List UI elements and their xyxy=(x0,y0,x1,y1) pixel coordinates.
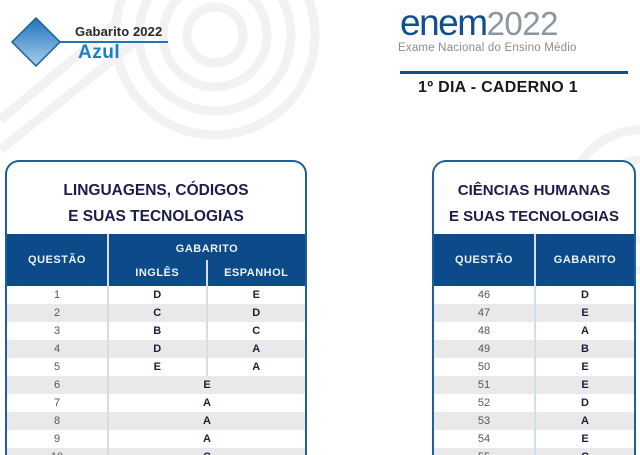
table-row: 52 D xyxy=(434,394,634,412)
question-number: 55 xyxy=(434,448,536,455)
question-number: 54 xyxy=(434,430,536,448)
question-number: 3 xyxy=(7,322,109,340)
question-number: 49 xyxy=(434,340,536,358)
table-row: 48 A xyxy=(434,322,634,340)
answer: A xyxy=(535,412,634,430)
header-divider xyxy=(60,41,168,43)
test-color-label: Azul xyxy=(78,42,121,63)
diamond-logo-icon xyxy=(10,16,62,68)
answer-ingles: E xyxy=(108,358,208,376)
table-row: 8 A xyxy=(7,412,305,430)
gabarito-title: Gabarito 2022 xyxy=(75,24,163,39)
humanas-title: CIÊNCIAS HUMANAS E SUAS TECNOLOGIAS xyxy=(434,162,634,234)
humanas-answer-card: CIÊNCIAS HUMANAS E SUAS TECNOLOGIAS QUES… xyxy=(432,160,636,455)
question-number: 46 xyxy=(434,286,536,304)
question-number: 8 xyxy=(7,412,109,430)
answer-ingles: B xyxy=(108,322,208,340)
question-number: 2 xyxy=(7,304,109,322)
answer: A xyxy=(203,397,211,409)
answer-espanhol: A xyxy=(252,361,261,373)
col-espanhol: ESPANHOL xyxy=(206,260,305,286)
question-number: 10 xyxy=(7,448,109,455)
answer-espanhol: A xyxy=(206,340,305,358)
table-row: 6 E xyxy=(7,376,305,394)
enem-subtitle: Exame Nacional do Ensino Médio xyxy=(398,42,577,54)
answer: D xyxy=(581,397,589,409)
enem-logo: enem2022 xyxy=(400,2,559,43)
day-caderno-label: 1º DIA - CADERNO 1 xyxy=(418,79,579,96)
table-row: 47 E xyxy=(434,304,634,322)
answer: C xyxy=(108,448,305,455)
answer: E xyxy=(108,376,305,394)
question-number: 5 xyxy=(7,358,109,376)
table-row: 49 B xyxy=(434,340,634,358)
answer: C xyxy=(535,448,634,455)
answer: E xyxy=(535,304,634,322)
answer: A xyxy=(108,412,305,430)
table-row: 2 C D xyxy=(7,304,305,322)
title-line-2: E SUAS TECNOLOGIAS xyxy=(448,208,620,225)
col-gabarito: GABARITO xyxy=(535,234,634,286)
table-row: 51 E xyxy=(434,376,634,394)
table-row: 3 B C xyxy=(7,322,305,340)
table-row: 50 E xyxy=(434,358,634,376)
enem-logo-year: 2022 xyxy=(486,5,559,42)
linguagens-answer-table: QUESTÃO GABARITO INGLÊS ESPANHOL 1 D E 2… xyxy=(7,234,305,455)
table-row: 5 E A xyxy=(7,358,305,376)
answer-espanhol: E xyxy=(252,289,260,301)
table-row: 9 A xyxy=(7,430,305,448)
question-number: 1 xyxy=(7,286,109,304)
answer: E xyxy=(581,433,589,445)
table-row: 7 A xyxy=(7,394,305,412)
table-row: 10 C xyxy=(7,448,305,455)
answer: A xyxy=(203,433,211,445)
title-line-1: LINGUAGENS, CÓDIGOS xyxy=(63,182,249,199)
col-questao: QUESTÃO xyxy=(434,234,536,286)
table-row: 53 A xyxy=(434,412,634,430)
answer: E xyxy=(581,361,589,373)
question-number: 4 xyxy=(7,340,109,358)
question-number: 50 xyxy=(434,358,536,376)
humanas-answer-table: QUESTÃO GABARITO 46 D 47 E 48 A 49 B 50 E 51 E… xyxy=(434,234,634,455)
question-number: 52 xyxy=(434,394,536,412)
table-row: 54 E xyxy=(434,430,634,448)
answer-ingles: C xyxy=(108,304,208,322)
title-line-1: CIÊNCIAS HUMANAS xyxy=(457,182,611,199)
answer-ingles: D xyxy=(108,286,208,304)
answer-espanhol: D xyxy=(206,304,305,322)
table-row: 1 D E xyxy=(7,286,305,304)
linguagens-answer-card: LINGUAGENS, CÓDIGOS E SUAS TECNOLOGIAS Q… xyxy=(5,160,307,455)
col-questao: QUESTÃO xyxy=(7,234,109,286)
question-number: 53 xyxy=(434,412,536,430)
title-line-2: E SUAS TECNOLOGIAS xyxy=(68,208,244,225)
answer: E xyxy=(535,376,634,394)
table-row: 4 D A xyxy=(7,340,305,358)
table-row: 46 D xyxy=(434,286,634,304)
question-number: 7 xyxy=(7,394,109,412)
question-number: 48 xyxy=(434,322,536,340)
question-number: 6 xyxy=(7,376,109,394)
col-gabarito: GABARITO xyxy=(108,234,305,260)
question-number: 9 xyxy=(7,430,109,448)
table-row: 55C xyxy=(434,448,634,455)
answer: D xyxy=(581,289,589,301)
question-number: 51 xyxy=(434,376,536,394)
answer-ingles: D xyxy=(108,340,208,358)
answer: B xyxy=(535,340,634,358)
linguagens-title: LINGUAGENS, CÓDIGOS E SUAS TECNOLOGIAS xyxy=(7,162,305,234)
question-number: 47 xyxy=(434,304,536,322)
col-ingles: INGLÊS xyxy=(108,260,208,286)
answer: A xyxy=(581,325,589,337)
enem-divider xyxy=(400,71,628,74)
enem-logo-word: enem xyxy=(400,2,488,43)
answer-espanhol: C xyxy=(252,325,261,337)
